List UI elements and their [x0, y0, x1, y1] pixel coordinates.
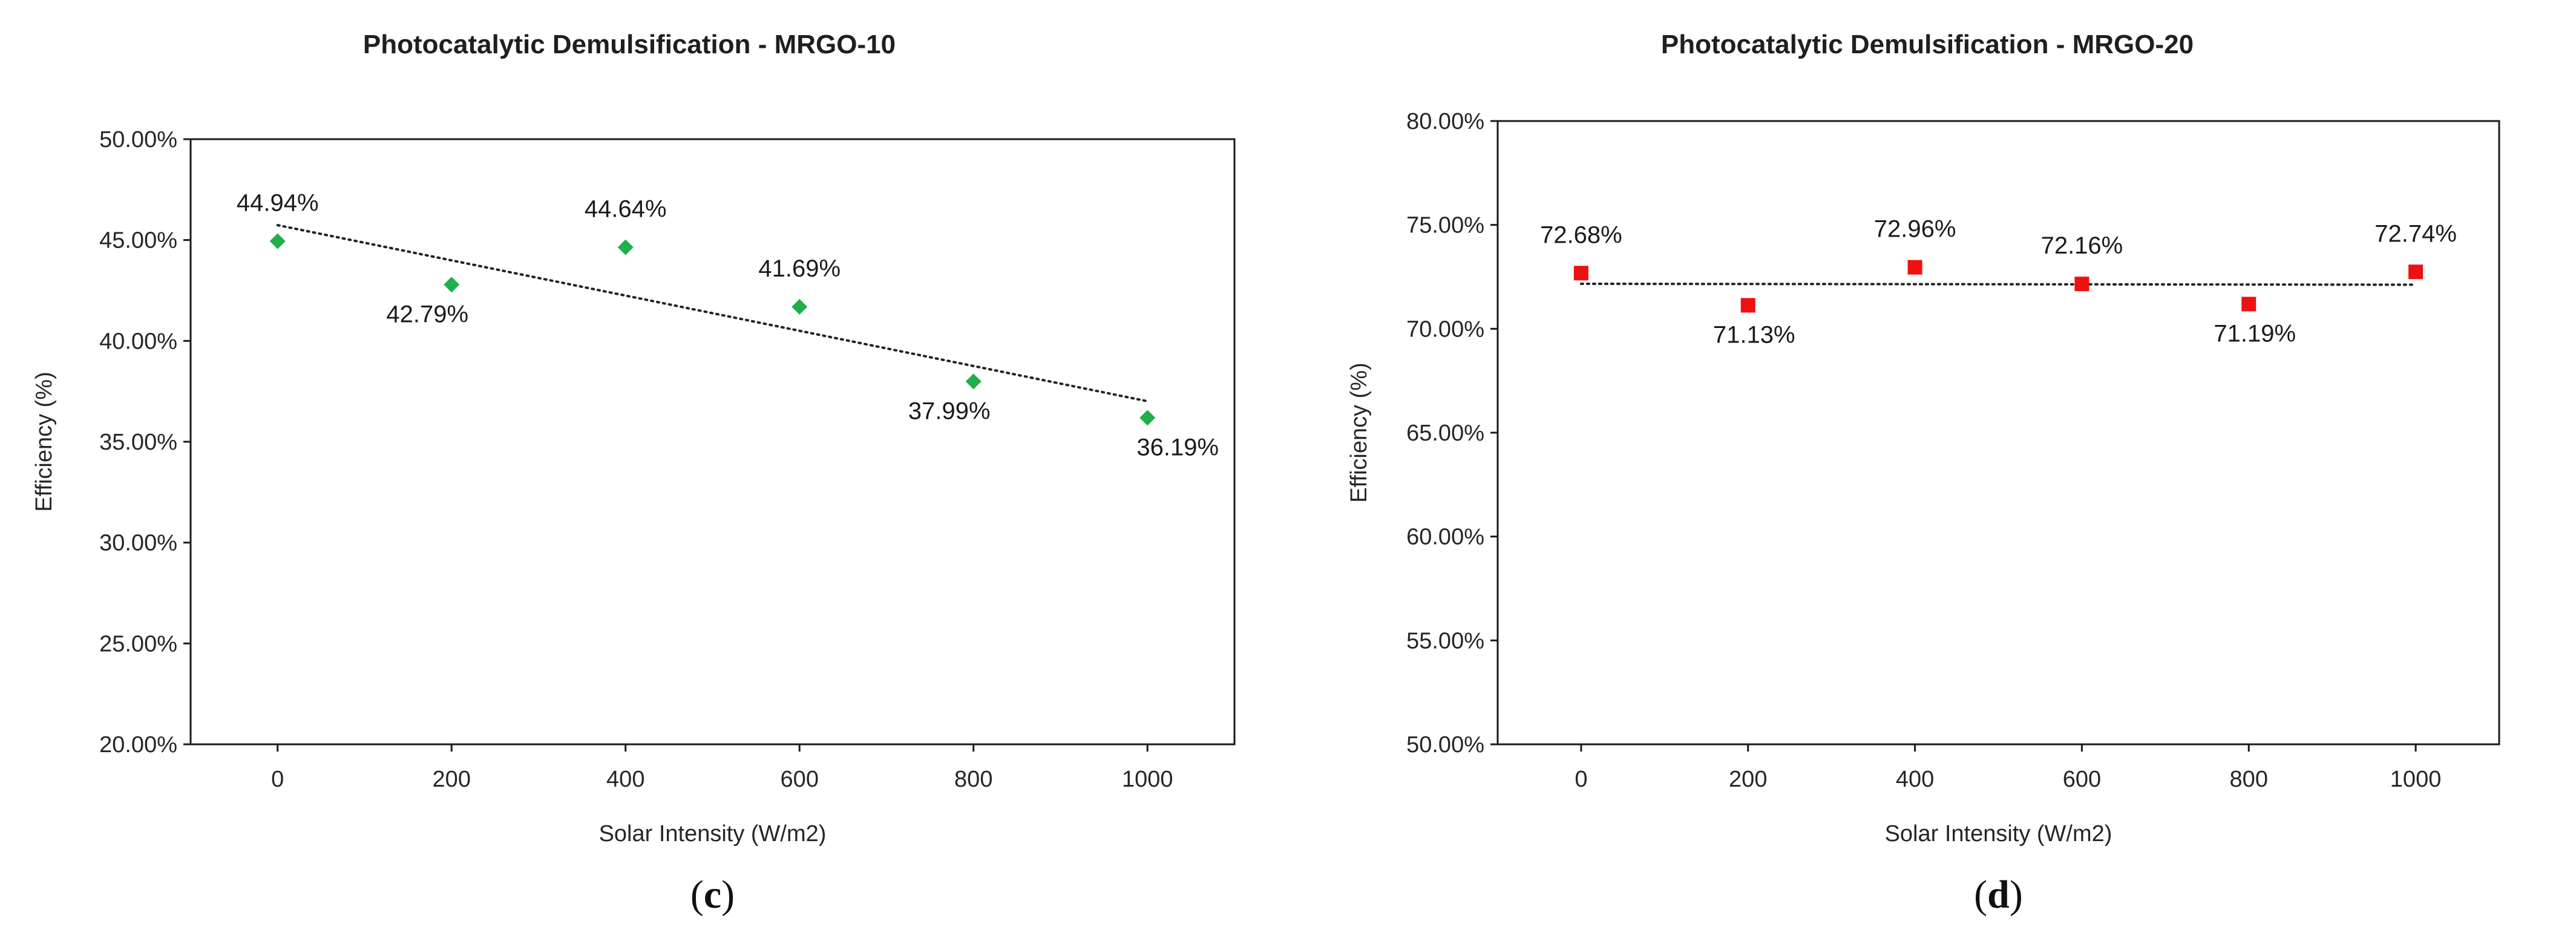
panel-label: (c) [690, 873, 735, 917]
trendline [276, 224, 1149, 403]
data-label: 71.13% [1713, 322, 1795, 349]
chart-mrgo-10: Photocatalytic Demulsification - MRGO-10… [31, 30, 1236, 917]
data-point [1740, 298, 1755, 313]
data-label: 37.99% [908, 398, 991, 424]
data-point [2241, 297, 2256, 312]
data-label: 44.64% [585, 196, 667, 223]
x-tick-label: 400 [1896, 767, 1934, 792]
data-point [444, 277, 460, 293]
y-tick-label: 55.00% [1406, 628, 1484, 654]
y-axis-label: Efficiency (%) [31, 372, 57, 512]
x-axis-label: Solar Intensity (W/m2) [1885, 821, 2112, 847]
x-tick-label: 1000 [1122, 767, 1173, 792]
data-point [2074, 277, 2089, 292]
panel-label: (d) [1974, 873, 2023, 917]
x-tick-label: 600 [2063, 767, 2101, 792]
x-axis-label: Solar Intensity (W/m2) [599, 821, 827, 847]
y-tick-label: 30.00% [99, 531, 177, 556]
y-axis-label: Efficiency (%) [1346, 362, 1372, 503]
data-label: 72.74% [2374, 220, 2457, 247]
x-tick-label: 0 [271, 767, 284, 792]
data-point [269, 233, 286, 249]
data-point [1573, 266, 1588, 281]
data-label: 72.68% [1540, 221, 1622, 248]
y-tick-label: 70.00% [1406, 316, 1484, 342]
x-tick-label: 600 [781, 767, 819, 792]
y-tick-label: 25.00% [99, 631, 177, 657]
data-label: 42.79% [386, 301, 468, 327]
data-point [791, 299, 808, 315]
x-tick-label: 0 [1575, 767, 1587, 792]
data-label: 44.94% [237, 190, 319, 217]
data-label: 41.69% [758, 255, 841, 282]
plot-area [189, 138, 1236, 746]
x-tick-label: 800 [954, 767, 992, 792]
y-tick-label: 20.00% [99, 732, 177, 758]
data-point [2408, 264, 2424, 280]
x-tick-label: 200 [433, 767, 471, 792]
y-tick-label: 50.00% [1406, 732, 1484, 758]
plot-area [1496, 120, 2500, 746]
y-tick-label: 45.00% [99, 228, 177, 254]
data-label: 72.96% [1874, 216, 1956, 243]
chart-title: Photocatalytic Demulsification - MRGO-20 [1661, 30, 2194, 59]
data-point [1139, 410, 1156, 426]
y-tick-label: 75.00% [1406, 213, 1484, 238]
y-tick-label: 50.00% [99, 127, 177, 152]
trendline [1579, 282, 2417, 286]
y-tick-label: 65.00% [1406, 421, 1484, 446]
y-tick-label: 60.00% [1406, 525, 1484, 550]
chart-title: Photocatalytic Demulsification - MRGO-10 [363, 30, 896, 59]
y-tick-label: 80.00% [1406, 109, 1484, 134]
chart-mrgo-20: Photocatalytic Demulsification - MRGO-20… [1346, 30, 2500, 917]
data-point [965, 373, 982, 390]
x-tick-label: 400 [606, 767, 644, 792]
data-label: 36.19% [1136, 434, 1219, 461]
y-tick-label: 40.00% [99, 329, 177, 354]
y-tick-label: 35.00% [99, 430, 177, 455]
data-point [617, 239, 634, 255]
data-point [1907, 260, 1922, 275]
data-label: 72.16% [2041, 232, 2123, 259]
data-label: 71.19% [2214, 320, 2296, 347]
x-tick-label: 1000 [2390, 767, 2442, 792]
x-tick-label: 800 [2230, 767, 2268, 792]
x-tick-label: 200 [1729, 767, 1767, 792]
